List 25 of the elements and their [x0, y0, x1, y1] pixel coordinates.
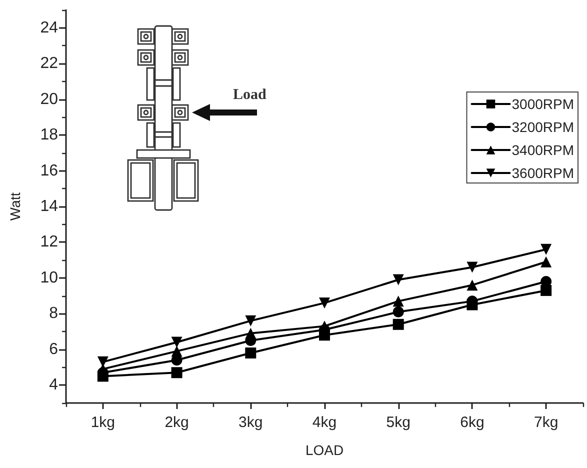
legend-label: 3200RPM [512, 119, 574, 135]
y-tick-label: 18 [40, 126, 58, 144]
x-tick-label: 1kg [90, 414, 116, 431]
y-tick-label: 16 [40, 162, 58, 180]
x-tick-label: 7kg [534, 414, 558, 431]
y-tick-label: 10 [40, 269, 58, 286]
legend-label: 3400RPM [512, 142, 574, 158]
y-tick-label: 20 [40, 90, 58, 108]
y-axis-title: Watt [7, 192, 23, 221]
x-tick-label: 5kg [386, 414, 410, 431]
annotation: Load [233, 87, 268, 103]
y-tick-label: 4 [49, 376, 58, 394]
y-tick-label: 22 [40, 55, 58, 72]
y-tick-label: 8 [49, 305, 58, 322]
legend-label: 3000RPM [512, 96, 574, 112]
x-tick-label: 4kg [312, 414, 337, 431]
legend-label: 3600RPM [512, 165, 574, 181]
x-tick-label: 2kg [164, 414, 189, 431]
x-tick-label: 3kg [238, 414, 263, 431]
y-tick-label: 12 [40, 234, 58, 251]
x-axis-title: LOAD [305, 442, 344, 458]
y-tick-label: 14 [40, 198, 58, 215]
y-tick-label: 6 [49, 340, 58, 358]
y-tick-label: 24 [40, 19, 58, 36]
x-tick-label: 6kg [460, 414, 484, 431]
